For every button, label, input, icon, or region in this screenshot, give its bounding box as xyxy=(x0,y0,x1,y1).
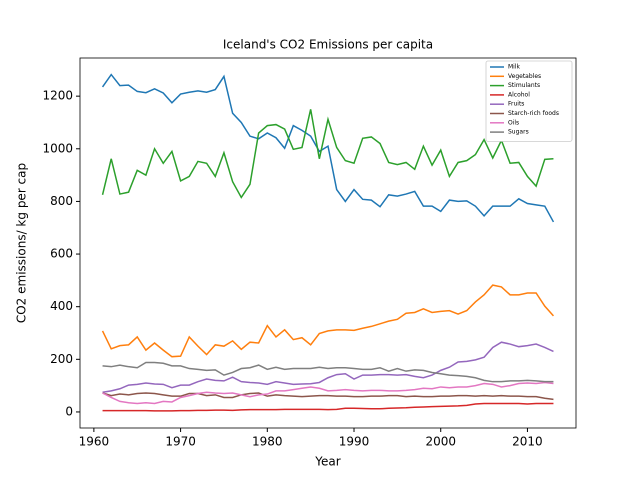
line-series xyxy=(102,361,554,383)
y-tick-label: 600 xyxy=(50,247,73,261)
x-tick-label: 2000 xyxy=(425,435,456,449)
legend-label: Sugars xyxy=(508,129,529,136)
y-axis-label: CO2 emissions/ kg per cap xyxy=(15,163,29,323)
legend-label: Fruits xyxy=(508,101,524,108)
y-tick-label: 0 xyxy=(65,404,73,418)
legend-label: Starch-rich foods xyxy=(508,110,559,117)
line-series xyxy=(101,109,554,199)
y-tick-label: 200 xyxy=(50,352,73,366)
line-series xyxy=(102,341,554,393)
x-axis-label: Year xyxy=(314,455,340,469)
y-tick-label: 800 xyxy=(50,194,73,208)
y-tick-label: 1200 xyxy=(42,89,73,103)
plot-frame xyxy=(79,57,577,429)
legend-label: Stimulants xyxy=(508,82,540,89)
line-series xyxy=(101,284,555,358)
x-tick-label: 1990 xyxy=(339,435,370,449)
legend-label: Milk xyxy=(508,64,521,71)
x-tick-label: 1960 xyxy=(79,435,110,449)
x-tick-label: 1980 xyxy=(252,435,283,449)
line-series xyxy=(102,402,554,412)
x-tick-label: 1970 xyxy=(165,435,196,449)
line-series xyxy=(102,392,554,401)
legend-box xyxy=(485,60,573,142)
legend-label: Alcohol xyxy=(508,91,530,98)
line-series xyxy=(101,73,555,223)
legend-label: Oils xyxy=(508,119,519,126)
legend-label: Vegetables xyxy=(508,73,541,80)
y-tick-label: 400 xyxy=(50,299,73,313)
chart-title: Iceland's CO2 Emissions per capita xyxy=(223,38,433,52)
x-tick-label: 2010 xyxy=(512,435,543,449)
line-series xyxy=(102,381,554,405)
y-tick-label: 1000 xyxy=(42,141,73,155)
